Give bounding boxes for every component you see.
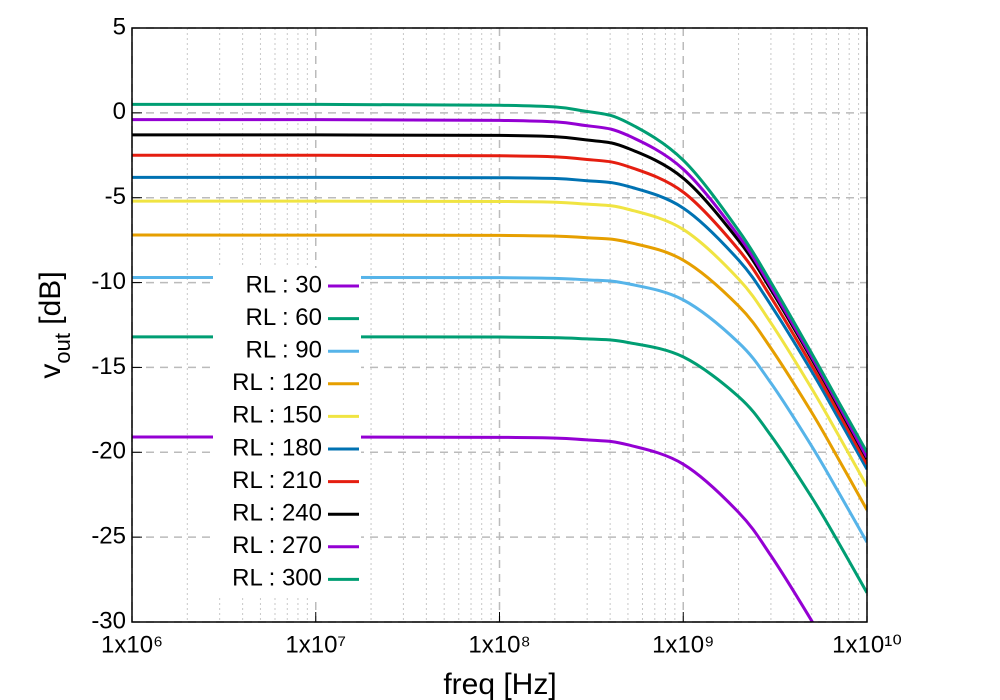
x-tick-label: 1x10⁷ <box>285 631 346 658</box>
legend-label: RL : 120 <box>232 369 322 396</box>
y-tick-label: 5 <box>113 13 126 40</box>
legend-label: RL : 270 <box>232 532 322 559</box>
legend-label: RL : 30 <box>246 271 323 298</box>
y-tick-label: -10 <box>91 268 126 295</box>
x-tick-label: 1x10¹⁰ <box>832 631 902 658</box>
series-line <box>132 275 867 543</box>
legend-label: RL : 150 <box>232 402 322 429</box>
plot-lines <box>132 102 867 622</box>
y-label-rest: [dB] <box>34 271 67 333</box>
legend-label: RL : 240 <box>232 500 322 527</box>
legend-label: RL : 180 <box>232 434 322 461</box>
series-line <box>132 335 867 594</box>
y-tick-label: -20 <box>91 438 126 465</box>
legend-label: RL : 210 <box>232 467 322 494</box>
series-line <box>132 199 867 487</box>
legend: RL : 30 RL : 60 RL : 90 RL : 120 RL : 150 RL … <box>213 268 361 598</box>
y-tick-label: -5 <box>105 183 126 210</box>
y-label-sub: out <box>50 333 75 364</box>
y-tick-label: -25 <box>91 522 126 549</box>
x-tick-label: 1x10⁹ <box>652 631 714 658</box>
series-line <box>132 118 867 459</box>
x-tick-label: 1x10⁸ <box>468 631 530 658</box>
y-label-main: v <box>34 364 67 379</box>
series-line <box>132 153 867 465</box>
series-line <box>132 233 867 511</box>
legend-background <box>213 268 361 598</box>
y-tick-label: -15 <box>91 353 126 380</box>
ticks: 1x10⁶ 1x10⁷ 1x10⁸ 1x10⁹ 1x10¹⁰ 5 0 -5 -10 -15 -20 -… <box>91 13 902 658</box>
legend-label: RL : 60 <box>246 304 323 331</box>
y-axis-label: vout [dB] <box>34 271 75 378</box>
y-tick-label: 0 <box>113 98 126 125</box>
legend-label: RL : 300 <box>232 565 322 592</box>
series-line <box>132 175 867 470</box>
legend-label: RL : 90 <box>246 337 323 364</box>
series-line <box>132 435 815 622</box>
x-axis-label: freq [Hz] <box>443 668 556 700</box>
series-line <box>132 102 867 454</box>
x-tick-label: 1x10⁶ <box>101 631 163 658</box>
y-tick-label: -30 <box>91 607 126 634</box>
